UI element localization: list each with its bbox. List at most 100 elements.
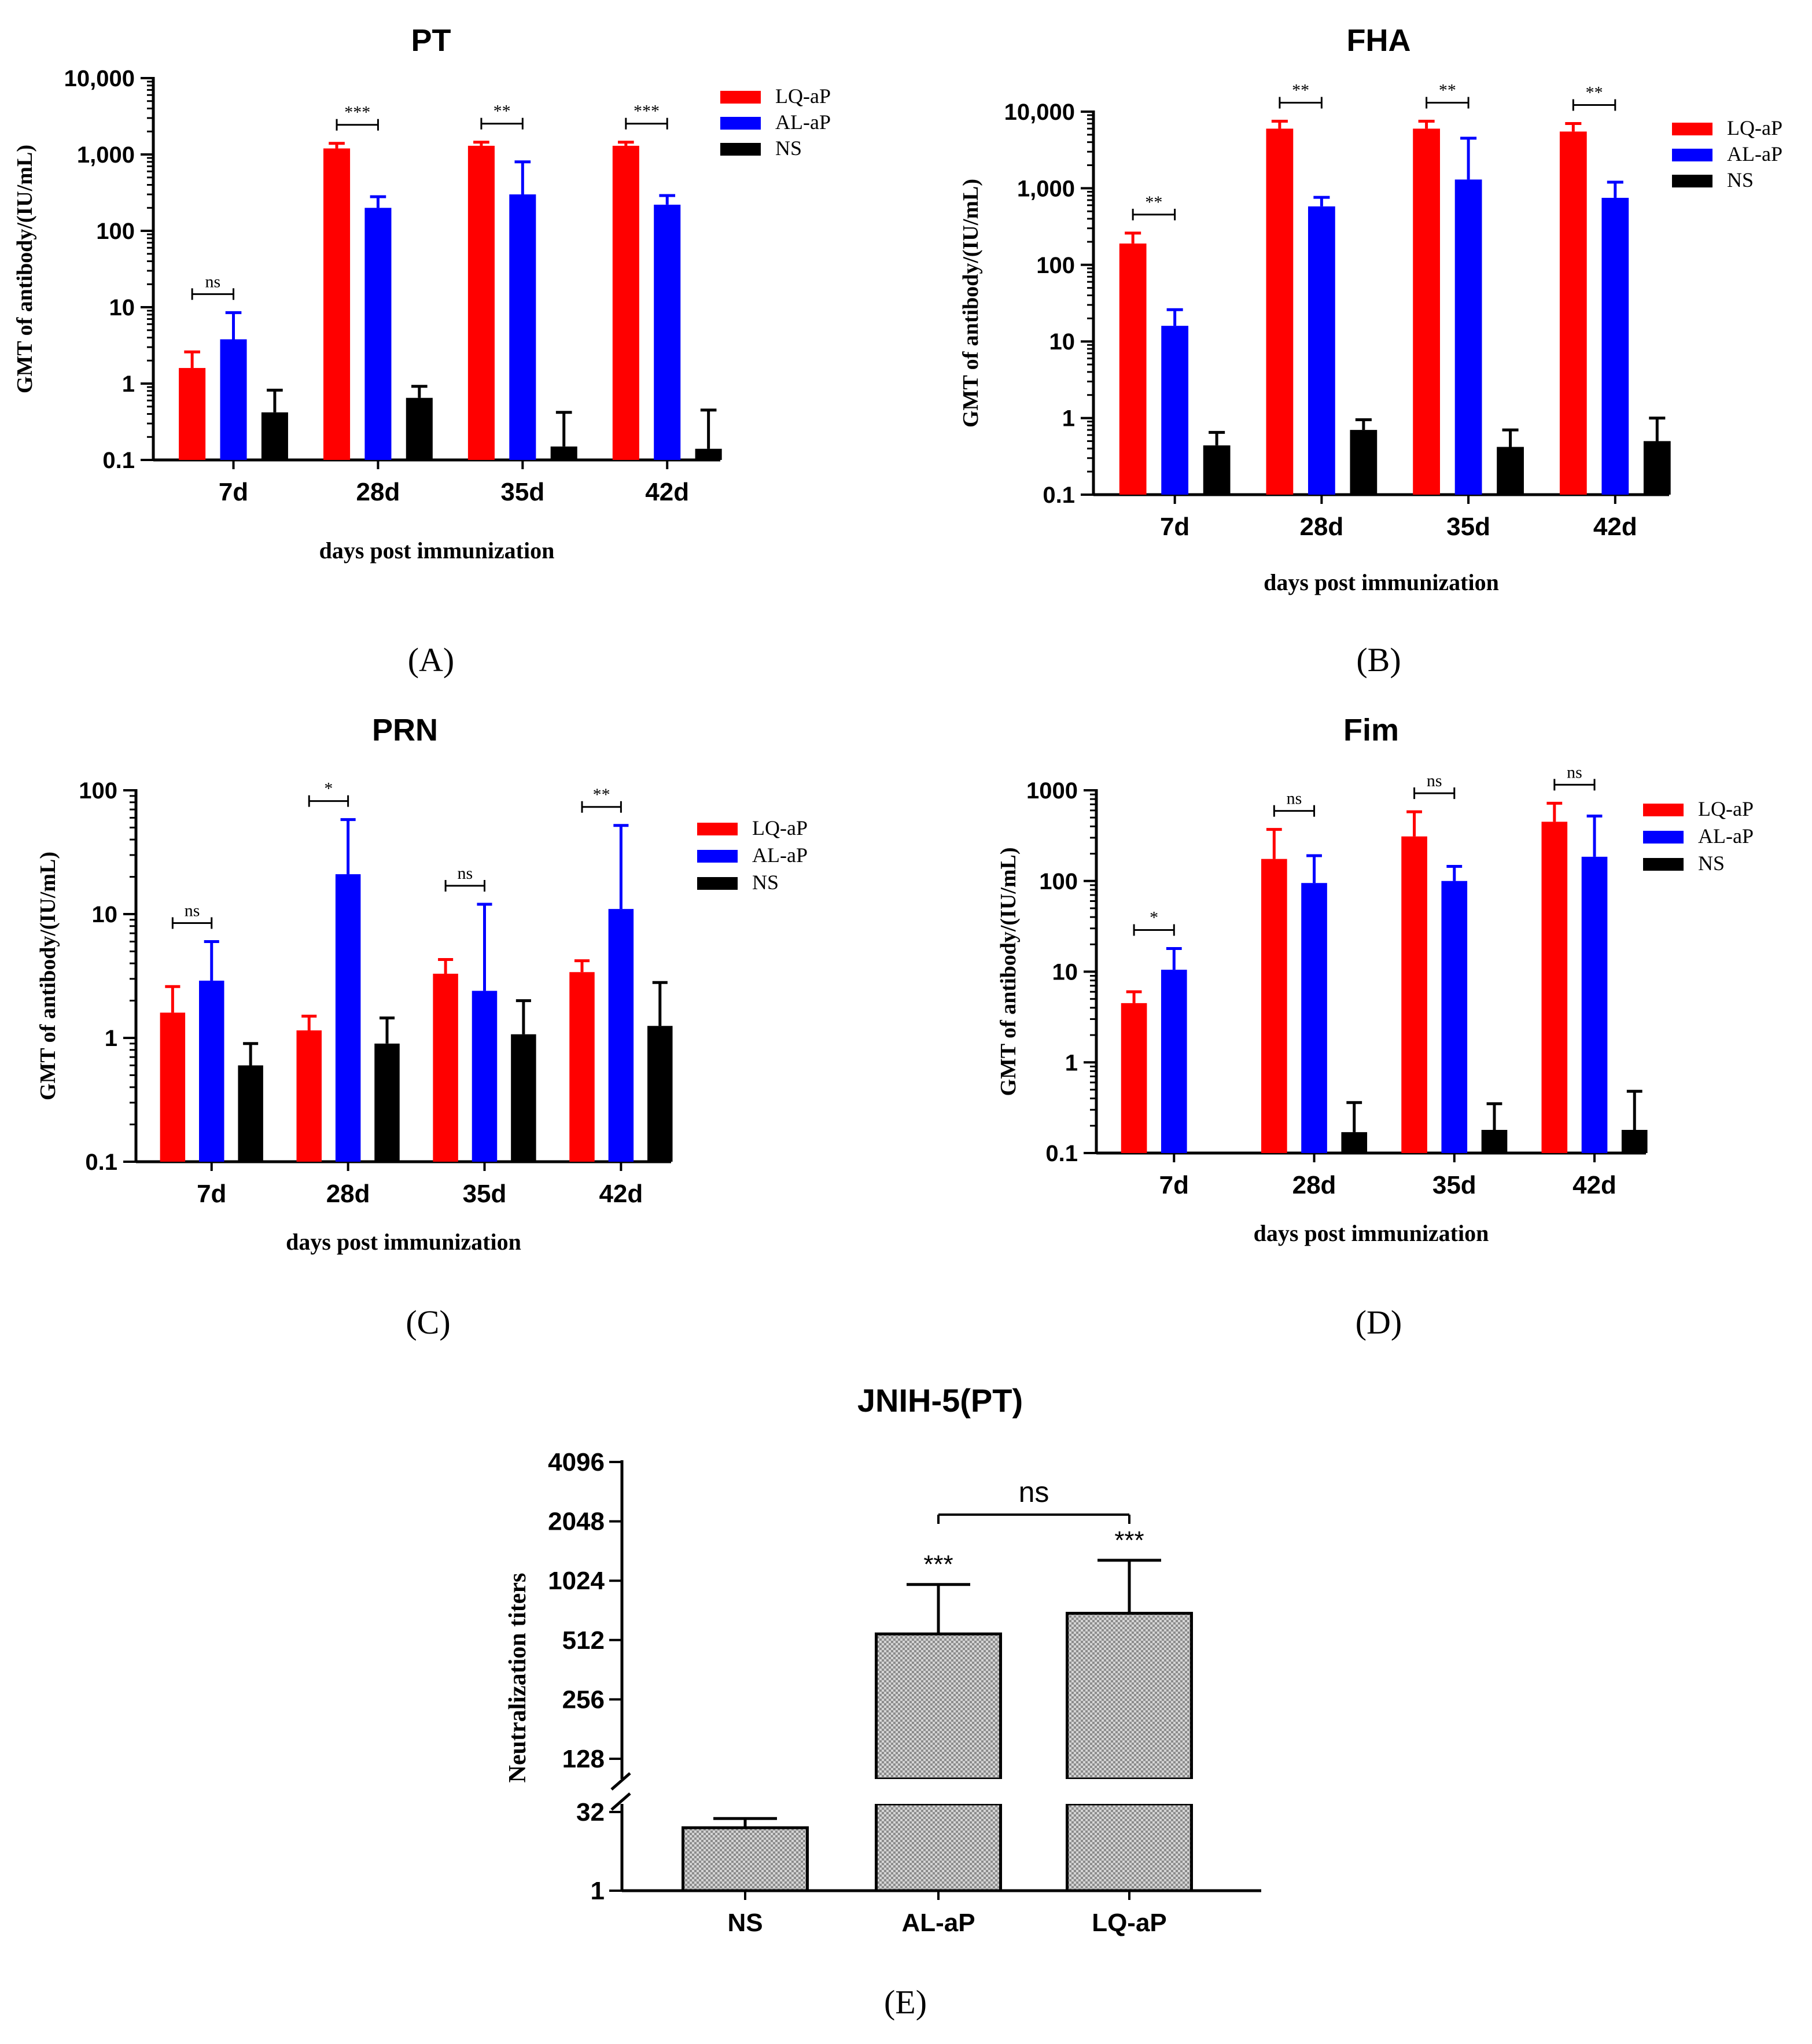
- y-tick-label: 0.1: [85, 1150, 117, 1175]
- bar-al-ap-28d: [364, 208, 392, 460]
- panel-a: PT 0.1 1 10 100 1,000 10,000 GMT of antibody/(I…: [13, 23, 831, 679]
- bar-ns: [682, 1826, 809, 1892]
- significance-label: ***: [923, 1551, 953, 1579]
- y-tick-label: 1: [591, 1877, 605, 1905]
- y-tick-label: 2048: [548, 1508, 605, 1536]
- significance-label: **: [593, 785, 610, 804]
- y-tick-label: 1,000: [1017, 176, 1075, 201]
- chart-title: Fim: [1343, 713, 1399, 747]
- bar-lq-ap-7d: [160, 1012, 186, 1162]
- significance-label: ns: [1567, 763, 1582, 782]
- x-tick-label: 35d: [1446, 513, 1490, 541]
- y-tick-label: 1,000: [77, 142, 135, 168]
- bar-lq-ap-42d: [1541, 822, 1568, 1153]
- bar-lq-ap-lower: [1066, 1802, 1193, 1892]
- y-tick-label: 0.1: [1043, 483, 1075, 508]
- panel-c: PRN 0.1 1 10 100 GMT of antibody/(IU/mL) days …: [36, 713, 808, 1341]
- bar-lq-ap-35d: [433, 974, 458, 1162]
- bar-lq-ap-28d: [1266, 128, 1294, 495]
- bar-ns-28d: [374, 1043, 400, 1162]
- y-tick-label: 10: [1052, 960, 1078, 985]
- x-tick-label: 35d: [1432, 1171, 1476, 1199]
- bar-al-ap-28d: [1301, 883, 1327, 1153]
- y-tick-label: 128: [562, 1745, 605, 1773]
- panel-label: (A): [408, 641, 455, 679]
- y-tick-label: 32: [576, 1798, 605, 1826]
- significance-label: ns: [205, 272, 220, 291]
- bar-al-ap-7d: [199, 981, 224, 1162]
- significance-label: ***: [634, 102, 660, 121]
- legend-swatch-lq-ap: [720, 91, 761, 104]
- bar-ns-35d: [1481, 1129, 1508, 1153]
- legend-swatch-ns: [1643, 858, 1684, 871]
- significance-label: ns: [1287, 789, 1302, 808]
- axis-break-mark: [610, 1792, 631, 1811]
- legend-swatch-ns: [720, 143, 761, 156]
- bar-ns-35d: [511, 1034, 536, 1162]
- bar-al-ap-7d: [220, 339, 247, 460]
- bar-lq-ap-35d: [1401, 836, 1427, 1153]
- y-tick-label: 10: [1049, 329, 1076, 355]
- x-tick-label: 28d: [1299, 513, 1343, 541]
- x-axis-label: days post immunization: [1254, 1220, 1489, 1246]
- bar-al-ap-lower: [875, 1802, 1002, 1892]
- legend-label: LQ-aP: [775, 84, 831, 108]
- x-tick-label: 35d: [500, 478, 544, 506]
- comparison-label: ns: [1019, 1476, 1049, 1508]
- significance-label: ns: [185, 901, 200, 920]
- y-tick-label: 10,000: [1004, 100, 1075, 125]
- bar-al-ap-42d: [1581, 856, 1608, 1153]
- y-axis-label: Neutralization titers: [504, 1573, 531, 1783]
- bar-ns-28d: [406, 397, 433, 460]
- y-tick-label: 1000: [1026, 778, 1078, 804]
- significance-label: **: [1439, 81, 1456, 100]
- chart-title: FHA: [1347, 23, 1411, 58]
- bar-lq-ap-28d: [296, 1030, 322, 1162]
- legend-label: NS: [775, 137, 802, 160]
- legend-label: NS: [1727, 168, 1754, 191]
- y-tick-label: 512: [562, 1626, 605, 1655]
- bar-lq-ap-7d: [1121, 1003, 1147, 1153]
- y-axis-label: GMT of antibody/(IU/mL): [13, 145, 37, 393]
- y-tick-label: 100: [79, 778, 117, 804]
- significance-label: ns: [457, 864, 473, 883]
- x-tick-label: 35d: [463, 1180, 507, 1208]
- legend-label: LQ-aP: [1698, 797, 1754, 820]
- y-axis-label: GMT of antibody/(IU/mL): [959, 179, 983, 428]
- x-tick-label: NS: [727, 1909, 763, 1937]
- y-tick-label: 0.1: [1045, 1141, 1078, 1166]
- legend-swatch-al-ap: [1672, 149, 1712, 161]
- bar-al-ap-35d: [1454, 179, 1482, 495]
- x-tick-label: 42d: [1593, 513, 1637, 541]
- y-tick-label: 1024: [548, 1567, 605, 1595]
- panel-d: Fim 0.1 1 10 100 1000 GMT of antibody/(IU/mL) d…: [996, 713, 1754, 1341]
- chart-title: JNIH-5(PT): [857, 1382, 1023, 1419]
- y-tick-label: 4096: [548, 1448, 605, 1476]
- legend-swatch-ns: [1672, 175, 1712, 187]
- significance-label: ns: [1427, 771, 1442, 790]
- bar-al-ap-7d: [1161, 326, 1189, 495]
- chart-title: PT: [411, 23, 451, 58]
- legend-label: AL-aP: [775, 111, 831, 134]
- bar-ns-42d: [695, 448, 722, 460]
- significance-label: ***: [344, 103, 370, 122]
- x-tick-label: 7d: [1159, 1171, 1189, 1199]
- bar-ns-35d: [1497, 447, 1524, 495]
- bar-al-ap-42d: [1601, 197, 1629, 495]
- legend-swatch-al-ap: [1643, 831, 1684, 844]
- x-axis-label: days post immunization: [1264, 569, 1499, 595]
- legend-swatch-lq-ap: [1643, 804, 1684, 816]
- x-tick-label: 28d: [1292, 1171, 1336, 1199]
- bar-ns-7d: [1203, 445, 1231, 495]
- bar-lq-ap-42d: [1559, 131, 1587, 495]
- x-axis-label: days post immunization: [319, 537, 555, 564]
- bar-al-ap-35d: [509, 194, 536, 460]
- bar-al-ap-35d: [1441, 881, 1468, 1153]
- bar-ns-7d: [261, 412, 288, 460]
- bar-lq-ap-35d: [467, 145, 495, 460]
- panel-label: (E): [884, 1983, 927, 2021]
- bar-lq-ap-42d: [569, 972, 595, 1162]
- bar-al-ap-35d: [472, 990, 498, 1162]
- chart-title: PRN: [372, 713, 438, 747]
